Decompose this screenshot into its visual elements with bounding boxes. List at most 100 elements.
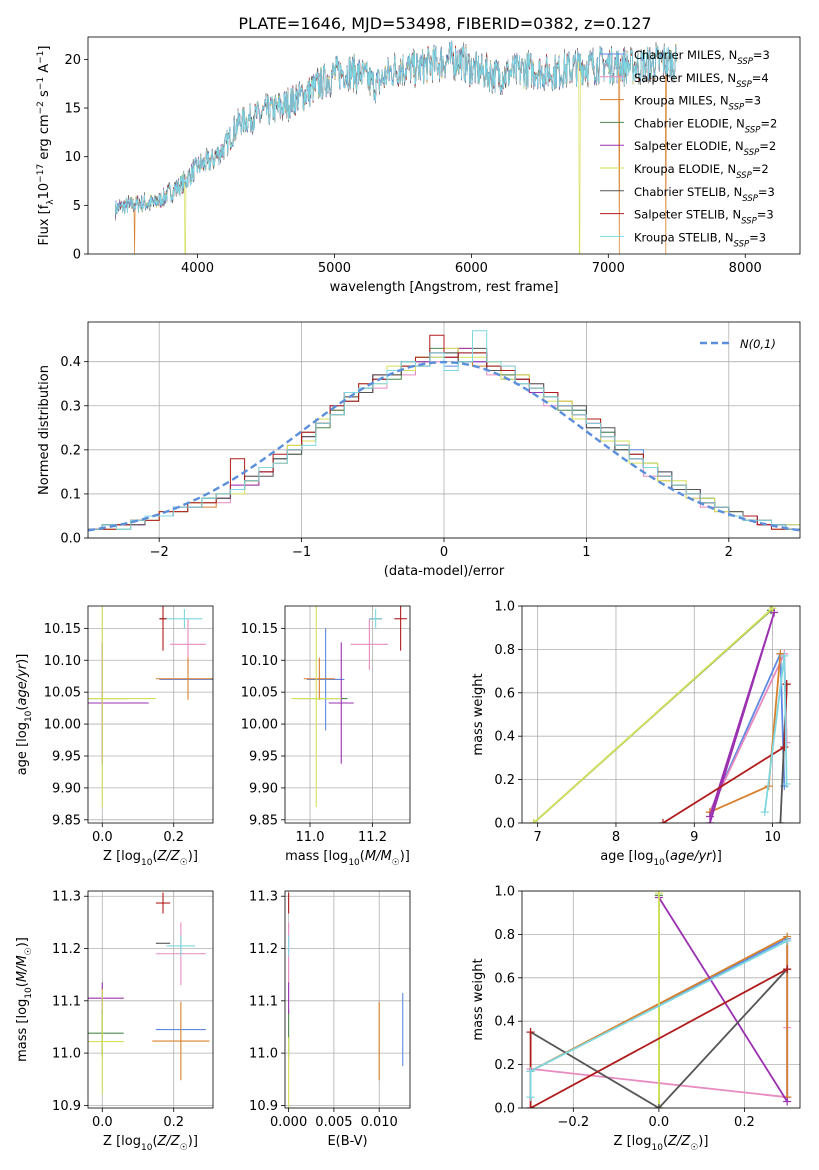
spectrum-xtick-label: 8000 xyxy=(729,261,762,276)
marker-chabrier-stelib xyxy=(776,819,785,823)
marker-salpeter-stelib xyxy=(783,965,792,974)
mass_vs_ebv-xlabel: E(B-V) xyxy=(327,1134,367,1149)
spectrum-ytick-label: 15 xyxy=(64,102,81,117)
residuals-xlabel: (data-model)/error xyxy=(384,564,505,579)
residuals-xtick-label: −2 xyxy=(150,545,169,560)
figure-title: PLATE=1646, MJD=53498, FIBERID=0382, z=0… xyxy=(238,14,651,33)
line-salpeter-stelib xyxy=(529,968,788,1108)
marker-kroupa-elodie xyxy=(529,819,538,823)
spectrum-ytick-label: 10 xyxy=(64,150,81,165)
spectrum-xtick-label: 6000 xyxy=(455,261,488,276)
residuals-ytick-label: 0.3 xyxy=(60,399,81,414)
mass_vs_Z-xlabel: Z [log10(Z/Z☉)] xyxy=(103,1134,198,1153)
residuals-xtick-label: 2 xyxy=(725,545,733,560)
age_vs_Z-ytick-label: 9.85 xyxy=(52,813,81,828)
spectrum-panel: 4000 5000 6000 7000 8000 0 5 10 15 20 wavelength [… xyxy=(36,36,801,295)
marker-kroupa-stelib xyxy=(526,1093,535,1102)
marker-salpeter-elodie xyxy=(705,819,714,823)
line-kroupa-elodie xyxy=(533,607,774,823)
massweight_vs_Z-ytick-label: 0.2 xyxy=(494,1058,515,1073)
mass_vs_Z-ytick-label: 11.3 xyxy=(52,890,81,905)
residuals-panel: −2 −1 0 1 2 0.0 0.1 0.2 0.3 0.4 (data-model)/error… xyxy=(37,321,801,579)
mass_vs_ebv-grid xyxy=(285,891,410,1108)
age_vs_Z-ytick-label: 9.95 xyxy=(52,749,81,764)
massweight_vs_age-ytick-label: 0.6 xyxy=(494,686,515,701)
age_vs_mass-ytick-label: 9.95 xyxy=(249,749,278,764)
mass_vs_Z-ytick-label: 11.1 xyxy=(52,994,81,1009)
massweight_vs_Z-xtick-label: −0.2 xyxy=(558,1115,590,1130)
massweight_vs_age-xlabel: age [log10(age/yr)] xyxy=(600,849,722,868)
massweight_vs_age-xtick-label: 10 xyxy=(764,830,781,845)
age_vs_mass-ytick-label: 10.00 xyxy=(241,718,278,733)
mass_vs_Z-xtick-label: 0.2 xyxy=(163,1115,184,1130)
line-salpeter-stelib xyxy=(662,684,788,823)
mass_vs_ebv-ytick-label: 11.3 xyxy=(249,890,278,905)
line-chabrier-stelib xyxy=(530,968,788,1108)
massweight_vs_Z-ylabel: mass weight xyxy=(471,958,486,1040)
spectrum-ytick-label: 5 xyxy=(73,199,81,214)
age_vs_Z-ytick-label: 10.00 xyxy=(44,718,81,733)
mass_vs_ebv-xtick-label: 0.000 xyxy=(270,1115,307,1130)
spectrum-xlabel: wavelength [Angstrom, rest frame] xyxy=(330,280,559,295)
spectrum-xtick-label: 7000 xyxy=(592,261,625,276)
massweight_vs_Z-ytick-label: 0.6 xyxy=(494,971,515,986)
residuals-ylabel: Normed distribution xyxy=(37,365,52,495)
legend-gaussian-label: N(0,1) xyxy=(740,337,776,351)
spectrum-xtick-label: 5000 xyxy=(318,261,351,276)
legend-label-salpeter-stelib: Salpeter STELIB, NSSP=3 xyxy=(634,208,774,227)
age_vs_mass-ytick-label: 10.15 xyxy=(241,622,278,637)
mass_vs_ebv-errorbars xyxy=(288,892,404,1108)
massweight_vs_age-ytick-label: 0.0 xyxy=(494,817,515,832)
residuals-steps xyxy=(88,330,800,538)
marker-kroupa-elodie xyxy=(768,606,777,613)
marker-salpeter-elodie xyxy=(783,1097,792,1106)
mass_vs_Z-xtick-label: 0.0 xyxy=(92,1115,113,1130)
age_vs_mass-xlabel: mass [log10(M/M☉)] xyxy=(285,849,410,868)
massweight_vs_age-ylabel: mass weight xyxy=(471,673,486,755)
massweight_vs_age-lines xyxy=(529,606,791,823)
marker-salpeter-elodie xyxy=(770,608,779,617)
legend-label-kroupa-miles: Kroupa MILES, NSSP=3 xyxy=(634,94,761,113)
age_vs_mass-ytick-label: 9.85 xyxy=(249,813,278,828)
age_vs_Z-errorbars xyxy=(88,606,213,808)
mass_vs_ebv-ytick-label: 11.1 xyxy=(249,994,278,1009)
massweight_vs_Z-lines xyxy=(526,891,792,1108)
massweight_vs_Z-ytick-label: 0.4 xyxy=(494,1015,515,1030)
legend-label-chabrier-stelib: Chabrier STELIB, NSSP=3 xyxy=(634,185,775,204)
massweight_vs_Z-ytick-label: 1.0 xyxy=(494,885,515,900)
age_vs_mass-grid xyxy=(285,606,410,823)
marker-kroupa-stelib xyxy=(760,808,769,817)
residuals-xtick-label: 1 xyxy=(582,545,590,560)
massweight_vs_Z-xlabel: Z [log10(Z/Z☉)] xyxy=(614,1134,709,1153)
mass_vs_Z-ytick-label: 10.9 xyxy=(52,1099,81,1114)
massweight_vs_Z-ytick-label: 0.0 xyxy=(494,1102,515,1117)
age_vs_mass-ytick-label: 10.10 xyxy=(241,654,278,669)
spectrum-xtick-label: 4000 xyxy=(181,261,214,276)
legend-label-kroupa-elodie: Kroupa ELODIE, NSSP=2 xyxy=(634,162,769,181)
residuals-ytick-label: 0.0 xyxy=(60,532,81,547)
residuals-ytick-label: 0.4 xyxy=(60,355,81,370)
spectrum-line-kroupa-stelib xyxy=(115,40,678,215)
residuals-xtick-label: 0 xyxy=(440,545,448,560)
massweight_vs_age-ytick-label: 0.8 xyxy=(494,643,515,658)
age_vs_Z-ytick-label: 9.90 xyxy=(52,781,81,796)
residuals-frame xyxy=(87,321,801,539)
mass_vs_Z-errorbars xyxy=(88,892,210,1094)
age_vs_Z-xlabel: Z [log10(Z/Z☉)] xyxy=(103,849,198,868)
spectrum-frame xyxy=(87,36,801,255)
age_vs_Z-xtick-label: 0.0 xyxy=(92,830,113,845)
mass_vs_ebv-xtick-label: 0.005 xyxy=(315,1115,352,1130)
age_vs_Z-ylabel: age [log10(age/yr)] xyxy=(15,654,34,776)
massweight_vs_Z-panel: −0.2 0.0 0.2 0.0 0.2 0.4 0.6 0.8 1.0 Z [log10(Z/Z… xyxy=(471,885,801,1153)
age_vs_Z-panel: 0.0 0.2 9.85 9.90 9.95 10.00 10.05 10.10 10.15 Z … xyxy=(15,605,214,868)
hist-chabrier-stelib xyxy=(88,347,800,538)
age_vs_mass-panel: 11.0 11.2 9.85 9.90 9.95 10.00 10.05 10.10 10.15… xyxy=(241,605,411,868)
massweight_vs_age-ytick-label: 0.4 xyxy=(494,730,515,745)
legend-label-salpeter-elodie: Salpeter ELODIE, NSSP=2 xyxy=(634,139,776,158)
massweight_vs_Z-xtick-label: 0.2 xyxy=(734,1115,755,1130)
residuals-legend: N(0,1) xyxy=(700,337,776,351)
marker-kroupa-elodie xyxy=(654,891,663,898)
massweight_vs_Z-ytick-label: 0.8 xyxy=(494,928,515,943)
